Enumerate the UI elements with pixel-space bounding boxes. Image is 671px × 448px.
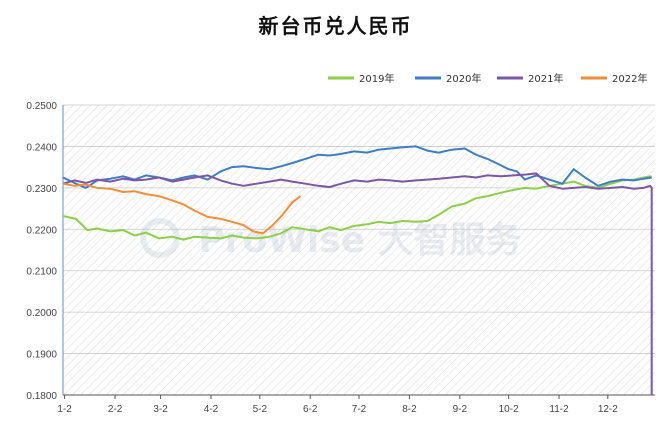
legend-label: 2020年 bbox=[446, 72, 481, 85]
x-tick-label: 7-2 bbox=[352, 404, 367, 415]
y-tick-label: 0.2100 bbox=[26, 267, 57, 278]
y-tick-label: 0.2000 bbox=[26, 308, 57, 319]
x-tick-label: 3-2 bbox=[153, 404, 168, 415]
x-tick-label: 5-2 bbox=[253, 404, 268, 415]
y-tick-label: 0.2400 bbox=[26, 142, 57, 153]
x-tick-label: 1-2 bbox=[57, 404, 72, 415]
legend-label: 2021年 bbox=[528, 72, 563, 85]
y-tick-label: 0.1900 bbox=[26, 350, 57, 361]
legend-label: 2022年 bbox=[612, 72, 647, 85]
series-line-4 bbox=[62, 182, 302, 235]
x-tick-label: 6-2 bbox=[303, 404, 318, 415]
x-tick-label: 8-2 bbox=[402, 404, 417, 415]
watermark-text: ProWise 大智服务 bbox=[198, 220, 521, 261]
x-tick-label: 11-2 bbox=[549, 404, 569, 415]
x-tick-label: 9-2 bbox=[453, 404, 468, 415]
series-line-3 bbox=[62, 172, 653, 395]
x-tick-label: 12-2 bbox=[598, 404, 618, 415]
y-tick-label: 0.1800 bbox=[26, 391, 57, 402]
x-tick-label: 2-2 bbox=[108, 404, 123, 415]
legend-label: 2019年 bbox=[359, 72, 394, 85]
y-tick-label: 0.2300 bbox=[26, 184, 57, 195]
chart-title: 新台币兑人民币 bbox=[258, 14, 413, 38]
y-tick-label: 0.2200 bbox=[26, 225, 57, 236]
y-tick-label: 0.2500 bbox=[26, 101, 57, 112]
plot-area bbox=[63, 105, 655, 395]
x-tick-label: 10-2 bbox=[499, 404, 519, 415]
x-tick-label: 4-2 bbox=[204, 404, 219, 415]
